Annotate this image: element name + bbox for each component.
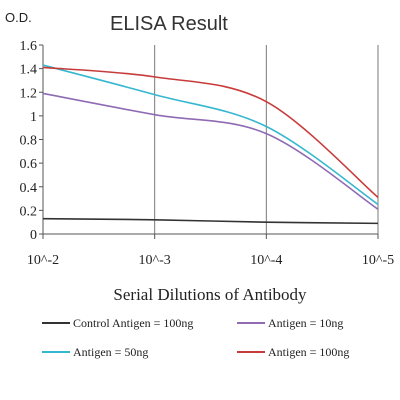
- chart-title: ELISA Result: [110, 13, 228, 35]
- y-tick-label: 1.2: [20, 86, 38, 101]
- series-line-0: [42, 217, 379, 225]
- legend-label: Antigen = 100ng: [268, 345, 349, 359]
- y-tick-label: 0.8: [20, 134, 38, 149]
- x-tick-label: 10^-2: [27, 253, 59, 268]
- series-line-3: [42, 66, 379, 198]
- series-line-2: [42, 64, 379, 206]
- y-tick-label: 1.6: [20, 39, 38, 54]
- y-tick-label: 0.6: [20, 157, 38, 172]
- legend-label: Antigen = 10ng: [268, 316, 343, 330]
- y-tick-label: 0: [30, 228, 37, 243]
- legend-label: Antigen = 50ng: [73, 345, 148, 359]
- y-axis-label: O.D.: [5, 10, 32, 25]
- x-tick-label: 10^-3: [139, 253, 171, 268]
- y-tick-label: 0.4: [20, 181, 38, 196]
- x-axis-label: Serial Dilutions of Antibody: [113, 285, 307, 304]
- y-tick-label: 1: [30, 110, 37, 125]
- series-line-1: [42, 92, 379, 210]
- x-tick-label: 10^-4: [250, 253, 282, 268]
- y-tick-label: 0.2: [20, 204, 38, 219]
- x-tick-label: 10^-5: [362, 253, 394, 268]
- legend-label: Control Antigen = 100ng: [73, 316, 193, 330]
- y-tick-label: 1.4: [20, 63, 38, 78]
- plot-area: 0 0.2 0.4 0.6 0.8 1 1.2 1.4 1.6 10^-2 10^-3 10^-4 10…: [20, 39, 395, 268]
- legend: Control Antigen = 100ng Antigen = 10ng Ant…: [42, 316, 349, 359]
